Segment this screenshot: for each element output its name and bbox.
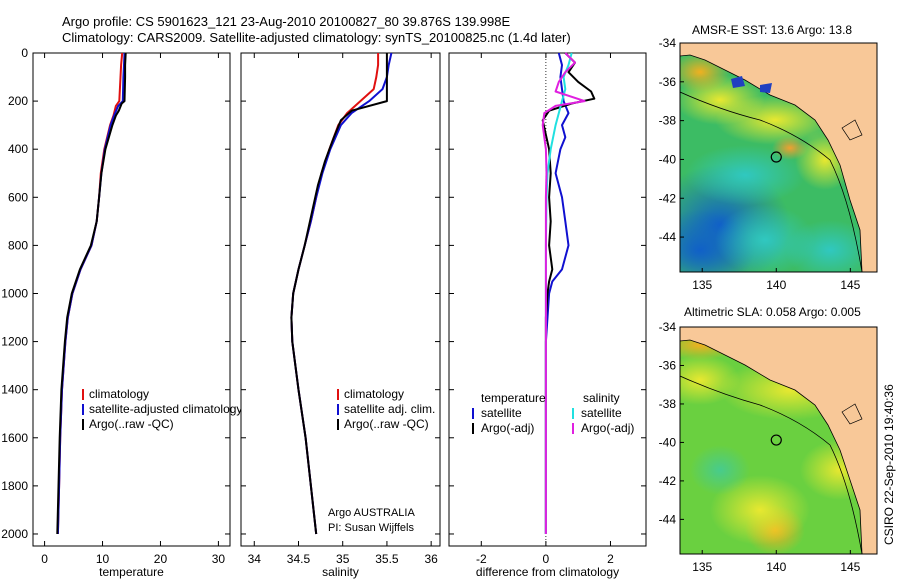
depth-tick-label: 1600: [1, 431, 28, 445]
difference-xtick-label: 0: [543, 552, 550, 566]
map-ytick-label: -40: [659, 152, 677, 166]
header-line2: Climatology: CARS2009. Satellite-adjuste…: [62, 30, 571, 45]
temperature-series-argo-raw-qc-: [56, 52, 127, 535]
sla-map: Altimetric SLA: 0.058 Argo: 0.005 135 140…: [659, 305, 878, 574]
map-ytick-label: -36: [659, 75, 677, 89]
map-xtick-label: 135: [692, 560, 712, 574]
sst-depth-contour: [680, 91, 863, 272]
temperature-axes-box: [32, 52, 231, 547]
difference-legend-entry: satellite: [481, 406, 522, 420]
temperature-xlabel: temperature: [99, 565, 164, 579]
salinity-xtick-label: 34: [248, 552, 262, 566]
header-line1: Argo profile: CS 5901623_121 23-Aug-2010…: [62, 14, 510, 29]
salinity-panel: 34 34.5 35 35.5 36 salinity climatologysatelli…: [240, 52, 441, 579]
salinity-xlabel: salinity: [322, 565, 359, 579]
sla-map-title: Altimetric SLA: 0.058 Argo: 0.005: [684, 305, 861, 319]
temperature-xtick-label: 10: [96, 552, 110, 566]
difference-xlabel: difference from climatology: [476, 565, 619, 579]
sst-map: AMSR-E SST: 13.6 Argo: 13.8 135 140 145 -34…: [659, 23, 878, 292]
map-xtick-label: 145: [840, 278, 860, 292]
map-ytick-label: -42: [659, 474, 677, 488]
depth-tick-label: 400: [8, 142, 28, 156]
map-xtick-label: 145: [840, 560, 860, 574]
depth-tick-label: 1200: [1, 335, 28, 349]
sst-land: [680, 43, 877, 272]
temperature-panel: 0 10 20 30 0 200 400 600 800 1000 1200 1400 1600 1800…: [1, 46, 242, 579]
map-xtick-label: 140: [766, 278, 786, 292]
salinity-xtick-label: 36: [424, 552, 438, 566]
map-ytick-label: -42: [659, 191, 677, 205]
depth-tick-label: 0: [21, 46, 28, 60]
depth-tick-label: 1000: [1, 286, 28, 300]
depth-tick-label: 600: [8, 190, 28, 204]
temperature-xtick-label: 0: [41, 552, 48, 566]
map-ytick-label: -44: [659, 512, 677, 526]
depth-tick-label: 1400: [1, 383, 28, 397]
difference-legend-title: temperature: [481, 391, 546, 405]
depth-tick-label: 2000: [1, 527, 28, 541]
difference-xtick-label: 2: [607, 552, 614, 566]
salinity-annotation-1: Argo AUSTRALIA: [328, 507, 415, 519]
sst-float-marker: [770, 151, 782, 163]
difference-legend-entry: Argo(-adj): [581, 421, 634, 435]
difference-legend-title: salinity: [583, 391, 620, 405]
map-ytick-label: -38: [659, 397, 677, 411]
sla-float-marker: [770, 434, 782, 446]
map-xtick-label: 140: [766, 560, 786, 574]
map-ytick-label: -44: [659, 230, 677, 244]
temperature-legend-entry: climatology: [89, 387, 149, 401]
difference-legend-entry: satellite: [581, 406, 622, 420]
map-xtick-label: 135: [692, 278, 712, 292]
salinity-legend-entry: climatology: [344, 387, 404, 401]
sla-land: [680, 327, 877, 554]
salinity-xtick-label: 35.5: [375, 552, 399, 566]
depth-tick-label: 800: [8, 238, 28, 252]
salinity-legend-entry: satellite adj. clim.: [344, 402, 435, 416]
depth-tick-label: 200: [8, 94, 28, 108]
map-ytick-label: -34: [659, 36, 677, 50]
map-ytick-label: -40: [659, 435, 677, 449]
sla-depth-contour: [680, 375, 863, 554]
sst-map-title: AMSR-E SST: 13.6 Argo: 13.8: [692, 23, 852, 37]
depth-tick-label: 1800: [1, 479, 28, 493]
salinity-series-argo-raw-qc-: [290, 53, 388, 535]
difference-legend-entry: Argo(-adj): [481, 421, 534, 435]
side-timestamp: CSIRO 22-Sep-2010 19:40:36: [882, 384, 896, 545]
salinity-legend-entry: Argo(..raw -QC): [344, 417, 429, 431]
map-ytick-label: -34: [659, 320, 677, 334]
salinity-axes-box: [240, 52, 441, 547]
difference-xtick-label: -2: [476, 552, 487, 566]
salinity-xtick-label: 35: [336, 552, 350, 566]
map-ytick-label: -36: [659, 358, 677, 372]
temperature-xtick-label: 30: [212, 552, 226, 566]
difference-series-salinity-argo-adj-: [541, 52, 586, 534]
temperature-legend-entry: satellite-adjusted climatology: [89, 402, 242, 416]
temperature-xtick-label: 20: [154, 552, 168, 566]
map-ytick-label: -38: [659, 114, 677, 128]
salinity-xtick-label: 34.5: [287, 552, 311, 566]
salinity-annotation-2: PI: Susan Wijffels: [328, 522, 414, 534]
temperature-legend-entry: Argo(..raw -QC): [89, 417, 174, 431]
